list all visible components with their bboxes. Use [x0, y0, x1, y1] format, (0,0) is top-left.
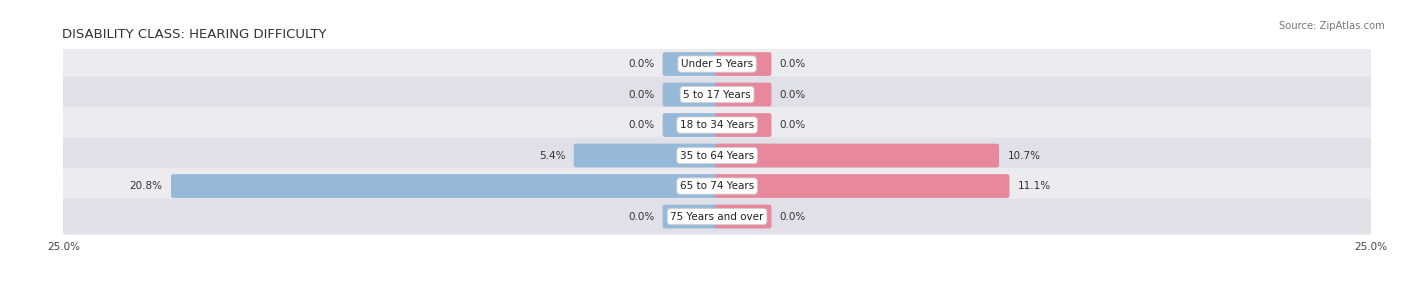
Text: 11.1%: 11.1%: [1018, 181, 1050, 191]
FancyBboxPatch shape: [574, 144, 718, 167]
Text: 0.0%: 0.0%: [780, 59, 806, 69]
FancyBboxPatch shape: [662, 205, 718, 228]
FancyBboxPatch shape: [62, 168, 1372, 204]
Text: Source: ZipAtlas.com: Source: ZipAtlas.com: [1279, 21, 1385, 31]
Text: 35 to 64 Years: 35 to 64 Years: [681, 151, 754, 160]
FancyBboxPatch shape: [62, 77, 1372, 113]
Text: 65 to 74 Years: 65 to 74 Years: [681, 181, 754, 191]
FancyBboxPatch shape: [662, 52, 718, 76]
FancyBboxPatch shape: [716, 83, 772, 106]
Text: 0.0%: 0.0%: [780, 212, 806, 221]
FancyBboxPatch shape: [716, 144, 1000, 167]
Text: 5.4%: 5.4%: [538, 151, 565, 160]
Text: 5 to 17 Years: 5 to 17 Years: [683, 90, 751, 99]
FancyBboxPatch shape: [662, 113, 718, 137]
Text: 20.8%: 20.8%: [129, 181, 163, 191]
FancyBboxPatch shape: [62, 107, 1372, 143]
Text: 0.0%: 0.0%: [628, 90, 654, 99]
FancyBboxPatch shape: [172, 174, 718, 198]
Text: 0.0%: 0.0%: [628, 212, 654, 221]
FancyBboxPatch shape: [716, 113, 772, 137]
FancyBboxPatch shape: [662, 83, 718, 106]
FancyBboxPatch shape: [62, 46, 1372, 82]
Text: 0.0%: 0.0%: [628, 59, 654, 69]
Text: 0.0%: 0.0%: [628, 120, 654, 130]
Text: 10.7%: 10.7%: [1007, 151, 1040, 160]
FancyBboxPatch shape: [716, 174, 1010, 198]
Text: 0.0%: 0.0%: [780, 90, 806, 99]
Text: 18 to 34 Years: 18 to 34 Years: [681, 120, 754, 130]
FancyBboxPatch shape: [62, 138, 1372, 174]
FancyBboxPatch shape: [62, 199, 1372, 235]
FancyBboxPatch shape: [716, 205, 772, 228]
Text: DISABILITY CLASS: HEARING DIFFICULTY: DISABILITY CLASS: HEARING DIFFICULTY: [62, 28, 326, 41]
Text: Under 5 Years: Under 5 Years: [681, 59, 754, 69]
Text: 75 Years and over: 75 Years and over: [671, 212, 763, 221]
Text: 0.0%: 0.0%: [780, 120, 806, 130]
FancyBboxPatch shape: [716, 52, 772, 76]
